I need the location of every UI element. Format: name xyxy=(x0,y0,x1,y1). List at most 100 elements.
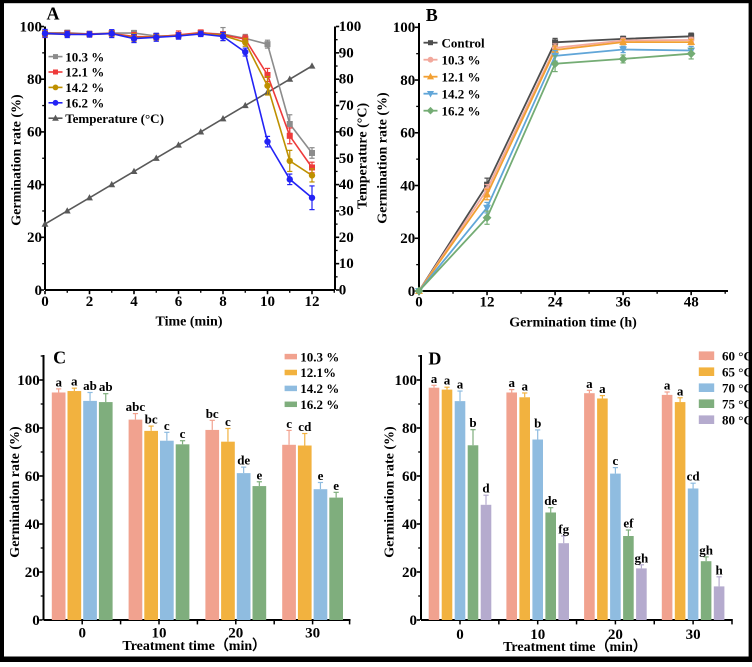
svg-text:60: 60 xyxy=(25,469,40,485)
svg-text:40: 40 xyxy=(25,517,40,533)
svg-text:0: 0 xyxy=(339,283,347,299)
svg-text:cd: cd xyxy=(687,469,701,484)
svg-text:0: 0 xyxy=(415,295,423,311)
svg-text:80 °C: 80 °C xyxy=(722,412,752,427)
svg-text:b: b xyxy=(534,415,541,430)
svg-text:90: 90 xyxy=(339,45,354,61)
svg-text:a: a xyxy=(457,377,464,392)
svg-text:Germination rate (%): Germination rate (%) xyxy=(383,426,398,558)
svg-text:Germination rate (%): Germination rate (%) xyxy=(8,426,23,558)
svg-text:40: 40 xyxy=(400,178,415,194)
svg-text:0: 0 xyxy=(32,613,40,629)
svg-text:20: 20 xyxy=(25,565,40,581)
svg-text:c: c xyxy=(225,414,231,429)
svg-text:Temperature (°C): Temperature (°C) xyxy=(65,111,164,126)
svg-text:de: de xyxy=(544,493,557,508)
svg-text:c: c xyxy=(164,418,170,433)
svg-text:20: 20 xyxy=(228,626,243,642)
svg-text:12.1 %: 12.1 % xyxy=(442,69,481,84)
svg-text:100: 100 xyxy=(395,373,418,389)
svg-text:a: a xyxy=(521,379,528,394)
svg-text:70 °C: 70 °C xyxy=(722,380,752,395)
svg-text:40: 40 xyxy=(402,517,417,533)
svg-text:a: a xyxy=(586,376,593,391)
svg-text:abc: abc xyxy=(126,399,146,414)
svg-text:16.2 %: 16.2 % xyxy=(65,96,104,111)
svg-text:Treatment time（min）: Treatment time（min） xyxy=(122,638,266,654)
svg-text:B: B xyxy=(426,5,438,25)
svg-text:16.2 %: 16.2 % xyxy=(442,103,481,118)
svg-text:ab: ab xyxy=(99,379,113,394)
svg-text:8: 8 xyxy=(219,294,227,310)
svg-text:30: 30 xyxy=(339,203,354,219)
svg-text:A: A xyxy=(47,3,60,23)
svg-text:6: 6 xyxy=(175,294,183,310)
svg-text:C: C xyxy=(53,348,66,368)
svg-text:40: 40 xyxy=(339,177,354,193)
svg-text:Germination rate (%): Germination rate (%) xyxy=(376,92,391,224)
svg-text:80: 80 xyxy=(400,73,415,89)
svg-text:60: 60 xyxy=(27,125,42,141)
svg-text:70: 70 xyxy=(339,98,354,114)
svg-text:0: 0 xyxy=(410,613,418,629)
svg-text:50: 50 xyxy=(339,151,354,167)
svg-text:0: 0 xyxy=(35,283,43,299)
svg-text:fg: fg xyxy=(558,522,569,537)
svg-text:cd: cd xyxy=(298,419,312,434)
svg-text:80: 80 xyxy=(25,421,40,437)
svg-text:a: a xyxy=(508,375,515,390)
svg-text:10: 10 xyxy=(260,294,275,310)
svg-text:e: e xyxy=(257,467,263,482)
svg-text:100: 100 xyxy=(393,20,416,36)
svg-text:de: de xyxy=(237,453,250,468)
svg-text:a: a xyxy=(677,383,684,398)
svg-text:10: 10 xyxy=(339,256,354,272)
svg-text:a: a xyxy=(71,374,78,389)
svg-text:c: c xyxy=(180,426,186,441)
svg-text:36: 36 xyxy=(616,295,632,311)
svg-text:12: 12 xyxy=(305,294,320,310)
svg-text:0: 0 xyxy=(78,626,86,642)
svg-text:100: 100 xyxy=(339,19,362,35)
svg-text:20: 20 xyxy=(400,231,415,247)
svg-text:30: 30 xyxy=(686,627,701,643)
svg-text:0: 0 xyxy=(41,294,49,310)
svg-text:Control: Control xyxy=(442,35,485,50)
svg-text:ef: ef xyxy=(623,516,634,531)
svg-text:60: 60 xyxy=(339,124,354,140)
svg-text:40: 40 xyxy=(27,177,42,193)
svg-text:60: 60 xyxy=(402,469,417,485)
svg-text:Time (min): Time (min) xyxy=(155,315,222,330)
svg-text:100: 100 xyxy=(17,373,40,389)
svg-text:10.3 %: 10.3 % xyxy=(300,349,339,364)
svg-text:a: a xyxy=(431,371,438,386)
svg-text:a: a xyxy=(599,381,606,396)
svg-text:24: 24 xyxy=(548,295,564,311)
svg-text:c: c xyxy=(613,453,619,468)
svg-text:30: 30 xyxy=(305,626,320,642)
svg-text:Germination time (h): Germination time (h) xyxy=(509,316,637,331)
svg-text:gh: gh xyxy=(699,542,714,557)
svg-text:bc: bc xyxy=(206,406,219,421)
svg-text:10: 10 xyxy=(152,626,167,642)
svg-text:0: 0 xyxy=(456,627,464,643)
svg-text:12: 12 xyxy=(480,295,495,311)
svg-text:14.2 %: 14.2 % xyxy=(65,80,104,95)
svg-text:60 °C: 60 °C xyxy=(722,348,752,363)
svg-text:Treatment time（min）: Treatment time（min） xyxy=(503,639,647,655)
svg-text:48: 48 xyxy=(684,295,699,311)
svg-text:e: e xyxy=(318,468,324,483)
svg-text:20: 20 xyxy=(608,627,623,643)
svg-text:20: 20 xyxy=(339,230,354,246)
svg-text:0: 0 xyxy=(408,284,416,300)
svg-text:4: 4 xyxy=(130,294,138,310)
svg-text:20: 20 xyxy=(402,565,417,581)
svg-text:12.1 %: 12.1 % xyxy=(65,65,104,80)
svg-text:14.2 %: 14.2 % xyxy=(300,381,339,396)
svg-text:a: a xyxy=(664,378,671,393)
svg-text:60: 60 xyxy=(400,126,415,142)
svg-text:12.1%: 12.1% xyxy=(300,365,336,380)
svg-text:2: 2 xyxy=(86,294,94,310)
svg-text:ab: ab xyxy=(83,378,97,393)
svg-text:D: D xyxy=(428,349,441,369)
